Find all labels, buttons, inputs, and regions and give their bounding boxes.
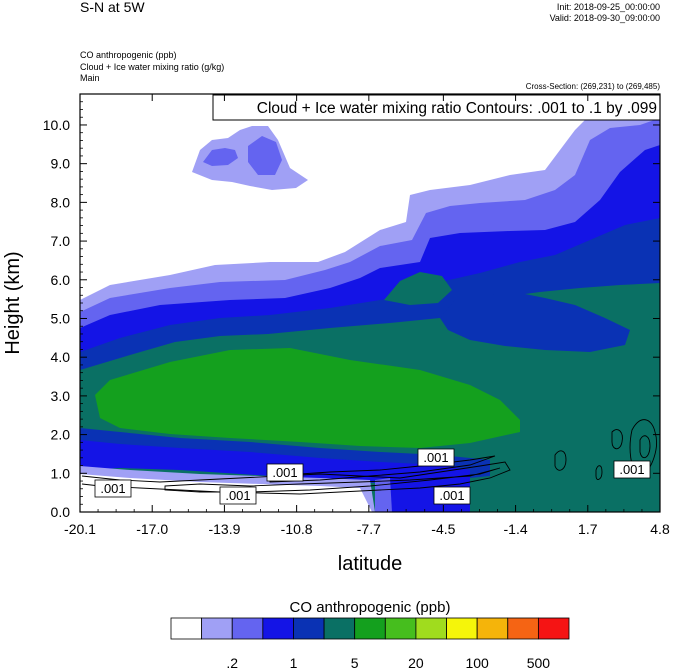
colorbar-tick-label: 20 [408, 655, 424, 668]
y-tick-label: 10.0 [43, 117, 70, 133]
x-tick-label: 1.7 [578, 521, 598, 537]
contour-line [639, 435, 651, 459]
y-axis: 0.0 1.0 2.0 3.0 4.0 5.0 6.0 7.0 8.0 9.0 10.0 [43, 93, 660, 520]
contour-label: .001 [439, 488, 464, 503]
contour-line [595, 465, 603, 480]
colorbar-swatch [323, 617, 356, 640]
colorbar-swatch [415, 617, 447, 640]
x-tick-label: -13.9 [208, 521, 240, 537]
x-axis-label: latitude [338, 553, 403, 575]
field-line-cloud: Cloud + Ice water mixing ratio (g/kg) [80, 62, 225, 72]
cross-section-label: Cross-Section: (269,231) to (269,485) [525, 82, 660, 91]
fill-level-20 [95, 348, 520, 448]
colorbar-tick-label: 1 [290, 655, 298, 668]
x-tick-label: -7.7 [357, 521, 381, 537]
y-tick-label: 0.0 [51, 504, 71, 520]
filled-contours [80, 94, 660, 512]
contour-labels: .001 .001 .001 .001 .001 .001 [94, 448, 651, 505]
y-tick-label: 5.0 [51, 310, 71, 326]
contour-label: .001 [619, 462, 644, 477]
contour-label: .001 [272, 465, 297, 480]
colorbar-tick-label: 5 [351, 655, 359, 668]
fill-level-5-pocket [384, 272, 452, 305]
contour-label: .001 [423, 450, 448, 465]
contour-line [269, 455, 496, 483]
y-tick-label: 4.0 [51, 349, 71, 365]
y-tick-label: 3.0 [51, 388, 71, 404]
colorbar-swatch [293, 617, 325, 640]
x-tick-label: -20.1 [64, 521, 96, 537]
y-tick-label: 6.0 [51, 272, 71, 288]
contour-info-box: Cloud + Ice water mixing ratio Contours:… [212, 94, 661, 121]
colorbar-tick-label: .2 [226, 655, 238, 668]
valid-time: Valid: 2018-09-30_09:00:00 [549, 13, 660, 23]
contour-line [554, 450, 567, 471]
colorbar-tick-label: 500 [527, 655, 551, 668]
contour-label: .001 [100, 481, 125, 496]
x-tick-label: 4.8 [650, 521, 670, 537]
contour-line [611, 429, 623, 450]
colorbar-swatch [537, 617, 570, 640]
y-tick-label: 2.0 [51, 427, 71, 443]
plot-title: S-N at 5W [80, 0, 145, 15]
x-tick-label: -17.0 [136, 521, 168, 537]
colorbar-labels: .2 1 5 20 100 500 [226, 655, 550, 668]
colorbar-swatch [354, 617, 386, 640]
y-tick-label: 7.0 [51, 233, 71, 249]
colorbar-swatch [384, 617, 417, 640]
field-line-co: CO anthropogenic (ppb) [80, 50, 177, 60]
colorbar-swatch [201, 617, 233, 640]
colorbar-tick-label: 100 [465, 655, 489, 668]
colorbar-swatch [507, 617, 539, 640]
x-tick-label: -10.8 [281, 521, 313, 537]
x-axis: -20.1 -17.0 -13.9 -10.8 -7.7 -4.5 -1.4 1.7 4.8 [64, 94, 670, 537]
fill-level-1-surface [375, 478, 392, 512]
colorbar-swatch [170, 617, 203, 640]
colorbar-swatch [262, 617, 294, 640]
x-tick-label: -4.5 [431, 521, 455, 537]
contour-line [629, 419, 657, 479]
fill-level-2-lower [80, 440, 470, 484]
colorbar-swatch [476, 617, 509, 640]
fill-level-3-embedded [440, 293, 630, 352]
colorbar-swatch [446, 617, 478, 640]
x-tick-label: -1.4 [504, 521, 528, 537]
colorbar [170, 617, 570, 640]
colorbar-swatch [231, 617, 264, 640]
contour-info-text: Cloud + Ice water mixing ratio Contours:… [257, 100, 657, 117]
y-axis-label: Height (km) [2, 251, 24, 354]
contour-label: .001 [225, 488, 250, 503]
y-tick-label: 8.0 [51, 194, 71, 210]
y-tick-label: 1.0 [51, 465, 71, 481]
colorbar-title: CO anthropogenic (ppb) [290, 599, 451, 616]
y-tick-label: 9.0 [51, 156, 71, 172]
field-line-domain: Main [80, 73, 100, 83]
fill-level-1-upper [203, 136, 282, 175]
init-time: Init: 2018-09-25_00:00:00 [556, 2, 660, 12]
